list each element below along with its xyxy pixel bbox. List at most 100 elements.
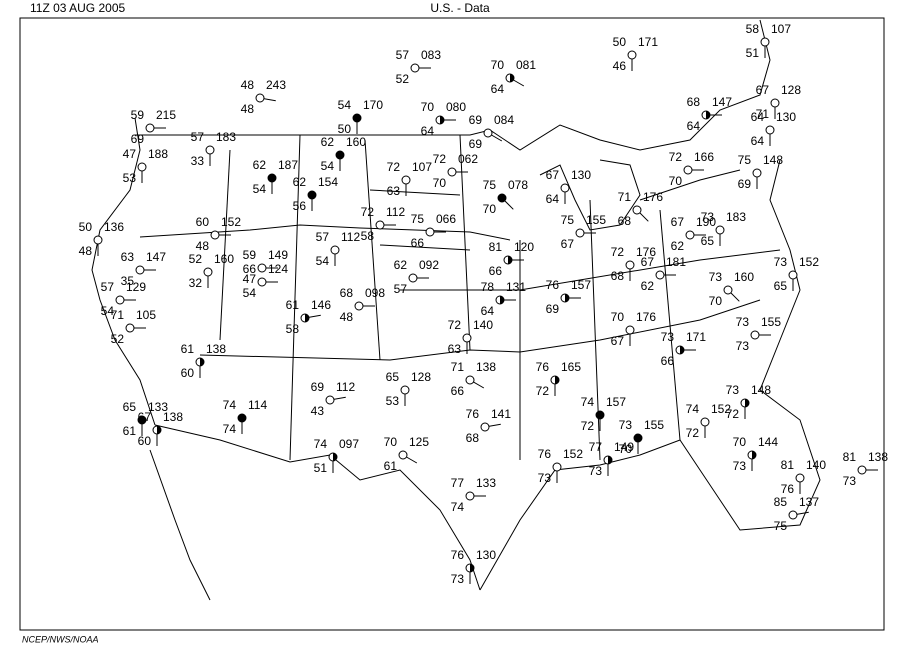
pressure: 176 [636, 245, 656, 259]
pressure: 092 [419, 258, 439, 272]
temperature: 81 [489, 240, 503, 254]
sky-cover-half [555, 376, 559, 384]
station: 75 148 69 [738, 153, 784, 191]
station: 73 183 65 [701, 210, 747, 248]
sky-cover [137, 415, 147, 425]
dewpoint: 66 [411, 236, 425, 250]
temperature: 73 [701, 210, 715, 224]
temperature: 73 [619, 418, 633, 432]
dewpoint: 73 [843, 474, 857, 488]
temperature: 76 [538, 447, 552, 461]
dewpoint: 69 [131, 132, 145, 146]
station: 62 092 57 [394, 258, 440, 296]
temperature: 75 [411, 212, 425, 226]
sky-cover [401, 175, 411, 185]
pressure: 152 [563, 447, 583, 461]
temperature: 76 [451, 548, 465, 562]
sky-cover [595, 410, 605, 420]
station: 69 084 69 [469, 113, 515, 151]
pressure: 160 [214, 252, 234, 266]
station: 73 148 72 [726, 383, 772, 421]
temperature: 81 [781, 458, 795, 472]
pressure: 148 [763, 153, 783, 167]
dewpoint: 68 [618, 214, 632, 228]
station: 70 144 73 [733, 435, 779, 473]
dewpoint: 66 [489, 264, 503, 278]
station: 63 147 35 [121, 250, 167, 288]
station: 70 176 67 [611, 310, 657, 348]
pressure: 157 [606, 395, 626, 409]
station: 47 188 53 [123, 147, 169, 185]
temperature: 74 [223, 398, 237, 412]
temperature: 73 [661, 330, 675, 344]
station: 68 098 48 [340, 286, 386, 324]
sky-cover [857, 465, 867, 475]
dewpoint: 58 [361, 229, 375, 243]
dewpoint: 61 [384, 459, 398, 473]
station: 71 176 68 [618, 190, 664, 228]
station: 67 138 60 [138, 410, 184, 448]
temperature: 70 [491, 58, 505, 72]
dewpoint: 51 [746, 46, 760, 60]
temperature: 60 [196, 215, 210, 229]
boundaries [91, 19, 821, 601]
temperature: 81 [843, 450, 857, 464]
pressure: 149 [268, 248, 288, 262]
station: 62 160 54 [321, 135, 367, 173]
pressure: 187 [278, 158, 298, 172]
sky-cover [723, 285, 733, 295]
temperature: 69 [311, 380, 325, 394]
temperature: 70 [384, 435, 398, 449]
station: 67 181 62 [641, 255, 687, 293]
dewpoint: 70 [709, 294, 723, 308]
dewpoint: 72 [686, 426, 700, 440]
temperature: 73 [736, 315, 750, 329]
pressure: 160 [734, 270, 754, 284]
sky-cover-half [470, 564, 474, 572]
sky-cover [257, 277, 267, 287]
pressure: 131 [506, 280, 526, 294]
station: 75 078 70 [483, 178, 529, 216]
pressure: 138 [206, 342, 226, 356]
station: 67 128 71 [756, 83, 802, 121]
dewpoint: 56 [293, 199, 307, 213]
pressure: 066 [436, 212, 456, 226]
pressure: 171 [686, 330, 706, 344]
pressure: 190 [696, 215, 716, 229]
station-layer: 48 243 48 54 170 50 57 083 52 70 081 64 70 080 64 69 084… [79, 22, 889, 586]
pressure: 140 [473, 318, 493, 332]
sky-cover [788, 270, 798, 280]
sky-cover [760, 37, 770, 47]
dewpoint: 54 [321, 159, 335, 173]
pressure: 183 [216, 130, 236, 144]
temperature: 67 [138, 410, 152, 424]
station: 75 066 66 [411, 212, 457, 250]
pressure: 084 [494, 113, 514, 127]
pressure: 140 [806, 458, 826, 472]
dewpoint: 47 [243, 272, 257, 286]
station: 62 154 56 [293, 175, 339, 213]
sky-cover [632, 205, 642, 215]
dewpoint: 60 [138, 434, 152, 448]
sky-cover [483, 128, 493, 138]
sky-cover-half [508, 256, 512, 264]
station: 50 136 48 [79, 220, 125, 258]
temperature: 62 [321, 135, 335, 149]
pressure: 136 [104, 220, 124, 234]
sky-cover [480, 422, 490, 432]
dewpoint: 67 [561, 237, 575, 251]
sky-cover [625, 325, 635, 335]
pressure: 128 [411, 370, 431, 384]
pressure: 171 [638, 35, 658, 49]
temperature: 78 [481, 280, 495, 294]
sky-cover [715, 225, 725, 235]
station: 74 097 51 [314, 437, 360, 475]
dewpoint: 74 [451, 500, 465, 514]
sky-cover [255, 93, 265, 103]
dewpoint: 70 [433, 176, 447, 190]
sky-cover-half [305, 314, 309, 322]
pressure: 120 [514, 240, 534, 254]
dewpoint: 67 [611, 334, 625, 348]
station: 71 138 66 [451, 360, 497, 398]
station: 70 080 64 [421, 100, 467, 138]
